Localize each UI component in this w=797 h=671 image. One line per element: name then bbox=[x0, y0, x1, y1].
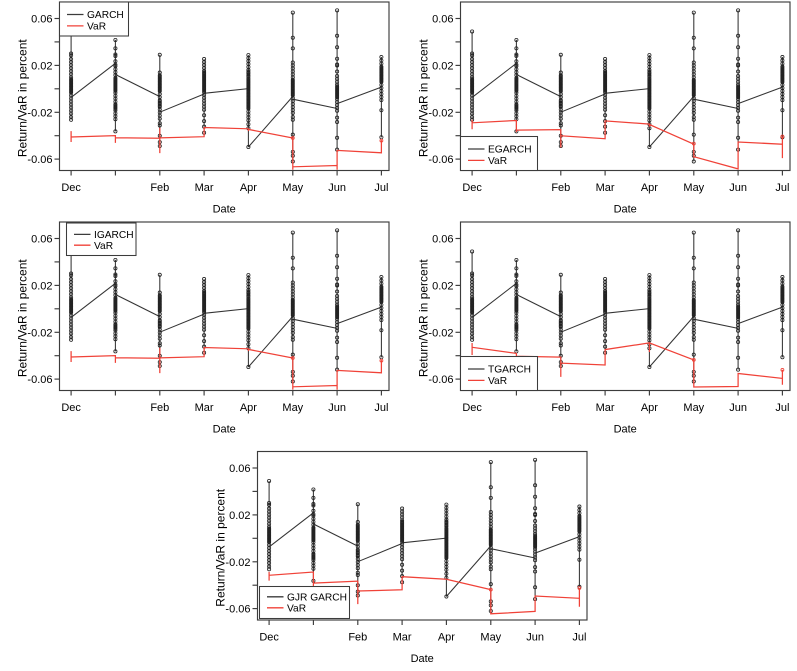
svg-text:Jul: Jul bbox=[775, 182, 789, 194]
svg-text:Mar: Mar bbox=[393, 631, 412, 643]
svg-text:Feb: Feb bbox=[551, 182, 570, 194]
svg-text:Dec: Dec bbox=[462, 402, 482, 414]
svg-text:Apr: Apr bbox=[641, 402, 658, 414]
svg-text:May: May bbox=[282, 182, 303, 194]
svg-text:Apr: Apr bbox=[641, 182, 658, 194]
svg-text:GJR GARCH: GJR GARCH bbox=[287, 593, 347, 604]
svg-text:-0.02: -0.02 bbox=[428, 107, 453, 119]
svg-text:Apr: Apr bbox=[438, 631, 455, 643]
svg-text:VaR: VaR bbox=[94, 241, 113, 252]
svg-text:VaR: VaR bbox=[488, 376, 507, 387]
svg-text:Mar: Mar bbox=[596, 402, 615, 414]
svg-text:-0.06: -0.06 bbox=[428, 374, 453, 386]
svg-text:0.02: 0.02 bbox=[432, 280, 453, 292]
svg-text:VaR: VaR bbox=[287, 604, 306, 615]
svg-text:Dec: Dec bbox=[61, 402, 81, 414]
svg-text:-0.02: -0.02 bbox=[428, 327, 453, 339]
svg-text:May: May bbox=[683, 182, 704, 194]
svg-text:Jul: Jul bbox=[374, 182, 388, 194]
svg-text:0.06: 0.06 bbox=[31, 14, 52, 26]
svg-text:0.02: 0.02 bbox=[432, 60, 453, 72]
svg-text:-0.02: -0.02 bbox=[27, 327, 52, 339]
svg-text:Jun: Jun bbox=[526, 631, 544, 643]
svg-text:Return/VaR in percent: Return/VaR in percent bbox=[16, 39, 30, 158]
svg-text:-0.06: -0.06 bbox=[225, 604, 250, 616]
svg-text:Feb: Feb bbox=[150, 402, 169, 414]
svg-text:Date: Date bbox=[411, 653, 434, 665]
svg-text:VaR: VaR bbox=[87, 22, 106, 33]
svg-text:Jul: Jul bbox=[572, 631, 586, 643]
svg-text:0.06: 0.06 bbox=[31, 234, 52, 246]
svg-text:VaR: VaR bbox=[488, 156, 507, 167]
svg-text:-0.06: -0.06 bbox=[428, 154, 453, 166]
svg-text:Date: Date bbox=[614, 204, 637, 216]
svg-text:-0.06: -0.06 bbox=[27, 154, 52, 166]
svg-text:Jul: Jul bbox=[775, 402, 789, 414]
svg-text:Mar: Mar bbox=[195, 182, 214, 194]
svg-text:-0.02: -0.02 bbox=[27, 107, 52, 119]
svg-text:0.02: 0.02 bbox=[31, 280, 52, 292]
svg-text:Feb: Feb bbox=[348, 631, 367, 643]
svg-text:May: May bbox=[683, 402, 704, 414]
svg-text:-0.02: -0.02 bbox=[225, 557, 250, 569]
svg-text:TGARCH: TGARCH bbox=[488, 365, 531, 376]
svg-text:Return/VaR in percent: Return/VaR in percent bbox=[214, 488, 228, 607]
svg-text:Return/VaR in percent: Return/VaR in percent bbox=[16, 259, 30, 378]
svg-text:GARCH: GARCH bbox=[87, 10, 124, 21]
svg-text:Jun: Jun bbox=[729, 402, 747, 414]
svg-text:May: May bbox=[480, 631, 501, 643]
svg-text:-0.06: -0.06 bbox=[27, 374, 52, 386]
svg-text:0.02: 0.02 bbox=[229, 510, 250, 522]
svg-text:Dec: Dec bbox=[61, 182, 81, 194]
svg-text:0.06: 0.06 bbox=[229, 463, 250, 475]
svg-text:Date: Date bbox=[614, 424, 637, 436]
svg-text:Jul: Jul bbox=[374, 402, 388, 414]
svg-text:0.06: 0.06 bbox=[432, 14, 453, 26]
svg-text:Date: Date bbox=[213, 204, 236, 216]
svg-text:0.02: 0.02 bbox=[31, 60, 52, 72]
svg-text:Apr: Apr bbox=[240, 402, 257, 414]
svg-text:Dec: Dec bbox=[462, 182, 482, 194]
svg-text:Return/VaR in percent: Return/VaR in percent bbox=[417, 39, 431, 158]
svg-text:EGARCH: EGARCH bbox=[488, 145, 532, 156]
svg-text:Date: Date bbox=[213, 424, 236, 436]
svg-text:Jun: Jun bbox=[729, 182, 747, 194]
svg-text:Mar: Mar bbox=[596, 182, 615, 194]
svg-text:Feb: Feb bbox=[551, 402, 570, 414]
svg-text:Dec: Dec bbox=[259, 631, 279, 643]
svg-text:Return/VaR in percent: Return/VaR in percent bbox=[417, 259, 431, 378]
svg-text:0.06: 0.06 bbox=[432, 234, 453, 246]
svg-text:IGARCH: IGARCH bbox=[94, 230, 134, 241]
svg-text:Mar: Mar bbox=[195, 402, 214, 414]
svg-text:May: May bbox=[282, 402, 303, 414]
svg-text:Jun: Jun bbox=[328, 402, 346, 414]
svg-text:Apr: Apr bbox=[240, 182, 257, 194]
svg-text:Feb: Feb bbox=[150, 182, 169, 194]
svg-text:Jun: Jun bbox=[328, 182, 346, 194]
